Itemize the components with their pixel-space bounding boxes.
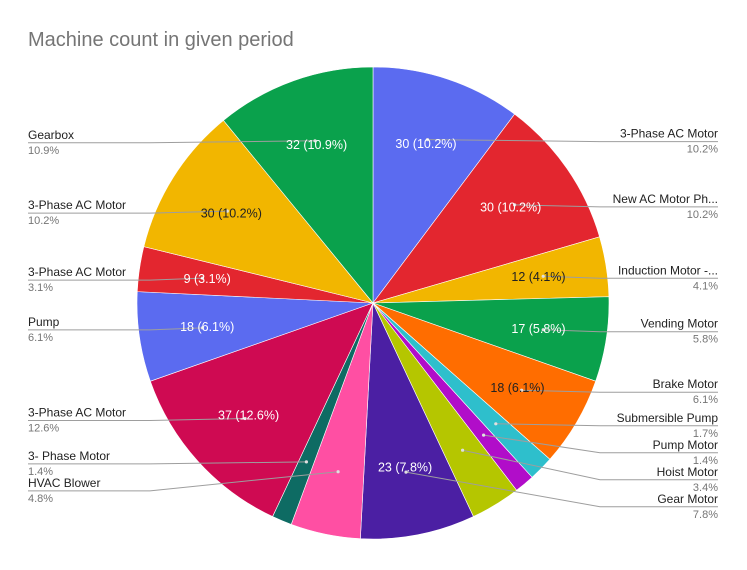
slice-value-label: 37 (12.6%) xyxy=(218,408,279,422)
slice-labels: 30 (10.2%) 30 (10.2%) 12 (4.1%) 17 (5.8%) 18… xyxy=(180,137,566,474)
callout-series-name: Pump xyxy=(28,315,60,329)
slice-value-label: 30 (10.2%) xyxy=(480,201,541,215)
callout-percent: 1.4% xyxy=(28,466,53,478)
callout-anchor-dot xyxy=(200,276,205,280)
pie-slice-3-phase-ac-motor-14[interactable] xyxy=(143,119,374,304)
callout-leader-line xyxy=(514,204,718,208)
callout-percent: 3.1% xyxy=(28,282,53,294)
callout-percent: 4.1% xyxy=(693,280,718,292)
callout-series-name: Gearbox xyxy=(28,128,74,142)
callout-leader-line xyxy=(543,275,718,279)
callout-anchor-dot xyxy=(494,422,498,426)
callout-leader-line xyxy=(543,329,718,333)
callout-leader-line xyxy=(28,471,339,492)
callout-anchor-dot xyxy=(520,388,524,392)
callout-leader-line xyxy=(28,461,307,465)
callout-series-name: Gear Motor xyxy=(657,492,718,506)
callout-anchor-dot xyxy=(425,138,430,142)
callout-percent: 7.8% xyxy=(693,509,718,521)
callout-anchor-dot xyxy=(304,460,308,464)
callout-leader-lines xyxy=(28,138,718,508)
callout-leader-line xyxy=(521,389,718,393)
callout-series-name: HVAC Blower xyxy=(28,476,100,490)
callout-percent: 6.1% xyxy=(693,394,718,406)
callout-leader-line xyxy=(462,449,718,481)
pie-slice-gear-motor-8[interactable] xyxy=(360,302,474,540)
callout-leader-line xyxy=(483,434,718,454)
callout-anchor-dot xyxy=(404,470,408,474)
callout-leader-line xyxy=(28,418,246,421)
callout-leader-line xyxy=(405,471,718,508)
callout-anchor-dot xyxy=(243,416,247,421)
callout-series-name: New AC Motor Ph... xyxy=(613,192,718,206)
callout-series-name: 3-Phase AC Motor xyxy=(28,198,126,212)
callout-percent: 1.7% xyxy=(693,428,718,440)
slice-value-label: 9 (3.1%) xyxy=(184,272,231,286)
slice-value-label: 30 (10.2%) xyxy=(201,207,262,221)
slice-value-label: 23 (7.8%) xyxy=(378,460,432,474)
callout-series-name: Hoist Motor xyxy=(657,465,718,479)
callout-percent: 4.8% xyxy=(28,493,53,505)
pie-slice-3-phase-ac-motor-0[interactable] xyxy=(372,66,515,304)
callout-percent: 12.6% xyxy=(28,423,59,435)
callout-percent: 5.8% xyxy=(693,334,718,346)
slice-value-label: 12 (4.1%) xyxy=(511,270,565,284)
callout-anchor-dot xyxy=(461,448,465,452)
callout-series-name: 3-Phase AC Motor xyxy=(28,406,126,420)
callout-anchor-dot xyxy=(225,209,229,213)
callout-leader-line xyxy=(495,423,718,427)
callout-series-name: 3- Phase Motor xyxy=(28,449,110,463)
pie-slice-gearbox-15[interactable] xyxy=(223,66,374,304)
callout-series-name: Induction Motor -... xyxy=(618,263,718,277)
callout-anchor-dot xyxy=(200,326,205,330)
callout-series-name: 3-Phase AC Motor xyxy=(620,127,718,141)
chart-title: Machine count in given period xyxy=(28,29,294,51)
slice-value-label: 32 (10.9%) xyxy=(286,138,347,152)
callout-series-name: Vending Motor xyxy=(641,317,718,331)
callout-anchor-dot xyxy=(482,433,486,437)
callout-series-name: Brake Motor xyxy=(653,377,718,391)
pie-slice-new-ac-motor-ph-1[interactable] xyxy=(372,113,600,304)
callout-percent: 10.2% xyxy=(28,215,59,227)
callout-labels: 3-Phase AC Motor 10.2% New AC Motor Ph... 1… xyxy=(28,127,718,521)
callout-leader-line xyxy=(427,139,718,143)
slice-value-label: 17 (5.8%) xyxy=(511,322,565,336)
callout-leader-line xyxy=(28,327,203,331)
callout-anchor-dot xyxy=(336,470,340,474)
callout-leader-line xyxy=(28,210,228,214)
callout-anchor-dot xyxy=(513,203,517,207)
slice-value-label: 18 (6.1%) xyxy=(490,381,544,395)
callout-anchor-dot xyxy=(541,328,545,332)
callout-series-name: Pump Motor xyxy=(653,438,718,452)
slice-value-label: 30 (10.2%) xyxy=(395,137,456,151)
callout-percent: 6.1% xyxy=(28,332,53,344)
slice-value-label: 18 (6.1%) xyxy=(180,320,234,334)
callout-percent: 3.4% xyxy=(693,482,718,494)
pie-slices xyxy=(136,66,610,540)
callout-leader-line xyxy=(28,277,203,281)
callout-leader-line xyxy=(28,140,316,144)
callout-series-name: Submersible Pump xyxy=(617,411,719,425)
callout-percent: 10.2% xyxy=(687,144,718,156)
callout-series-name: 3-Phase AC Motor xyxy=(28,265,126,279)
callout-percent: 1.4% xyxy=(693,455,718,467)
callout-percent: 10.2% xyxy=(687,209,718,221)
callout-anchor-dot xyxy=(313,139,317,143)
callout-anchor-dot xyxy=(541,274,545,278)
callout-percent: 10.9% xyxy=(28,145,59,157)
